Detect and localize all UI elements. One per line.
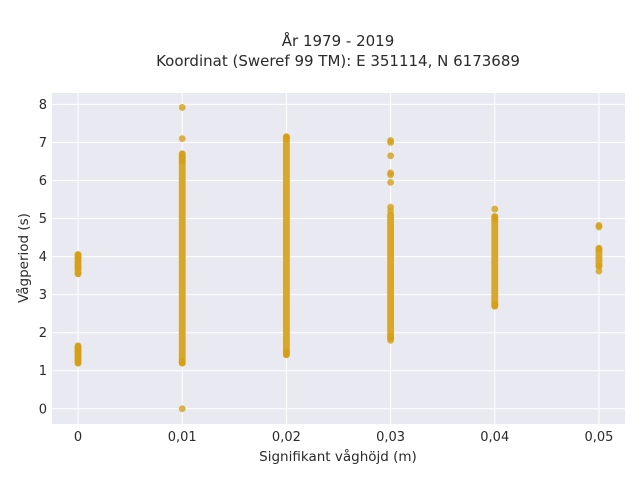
x-tick-label: 0,01: [168, 430, 197, 445]
data-point: [283, 348, 290, 356]
data-point-cluster: [491, 213, 499, 310]
data-point-cluster: [387, 211, 394, 342]
x-tick-labels: 0 0,01 0,02 0,03 0,04 0,05: [74, 430, 614, 445]
y-tick-label: 0: [39, 402, 47, 417]
data-point: [74, 251, 82, 259]
x-tick-label: 0: [74, 430, 82, 445]
data-point: [387, 179, 394, 186]
x-tick-label: 0,03: [376, 430, 405, 445]
chart-title: År 1979 - 2019: [282, 31, 395, 50]
data-point: [178, 357, 186, 365]
data-point: [178, 104, 186, 111]
data-point: [595, 262, 603, 270]
x-tick-label: 0,02: [272, 430, 301, 445]
data-point: [595, 267, 603, 275]
data-point: [387, 203, 394, 211]
data-point-cluster: [283, 133, 290, 359]
y-tick-label: 3: [39, 288, 47, 303]
y-tick-label: 2: [39, 326, 47, 341]
data-point: [74, 270, 82, 278]
y-tick-label: 8: [39, 98, 47, 113]
data-point: [283, 133, 290, 141]
data-point: [491, 300, 499, 308]
data-point: [178, 150, 186, 158]
data-point: [387, 137, 394, 144]
x-tick-label: 0,05: [584, 430, 613, 445]
data-point-cluster: [178, 150, 186, 367]
y-tick-label: 6: [39, 174, 47, 189]
chart-subtitle: Koordinat (Sweref 99 TM): E 351114, N 61…: [156, 52, 520, 70]
data-point: [491, 205, 499, 213]
plot-area: [52, 93, 625, 424]
data-point: [178, 405, 186, 413]
y-tick-label: 4: [39, 250, 47, 265]
x-axis-label: Signifikant våghöjd (m): [259, 448, 417, 465]
x-tick-label: 0,04: [480, 430, 509, 445]
y-axis-label: Vågperiod (s): [15, 213, 32, 303]
y-tick-label: 5: [39, 212, 47, 227]
y-tick-label: 1: [39, 364, 47, 379]
y-tick-label: 7: [39, 136, 47, 151]
data-point: [387, 169, 394, 177]
data-point: [491, 213, 499, 221]
data-point: [178, 135, 186, 143]
data-points: [74, 104, 603, 413]
data-point: [595, 245, 603, 253]
data-point: [595, 222, 603, 229]
data-point: [387, 152, 394, 160]
data-point: [387, 333, 394, 340]
y-tick-labels: 0 1 2 3 4 5 6 7 8: [39, 98, 47, 417]
data-point: [74, 342, 82, 350]
